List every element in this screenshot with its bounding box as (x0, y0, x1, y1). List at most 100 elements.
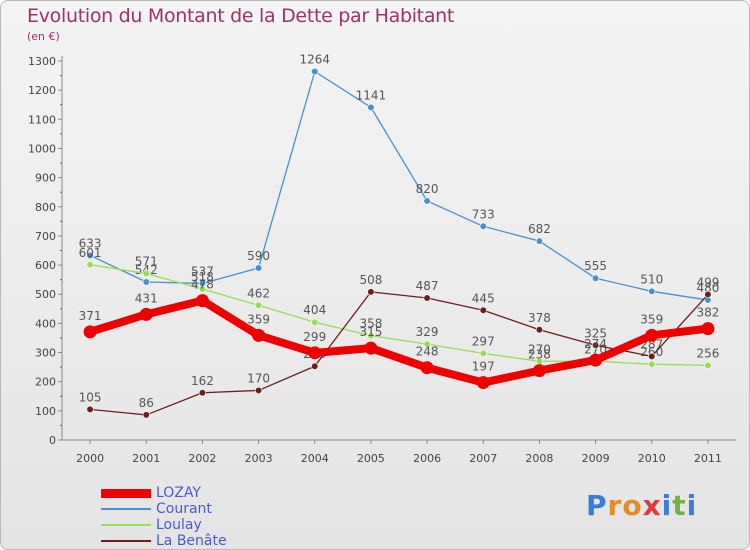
data-point (704, 290, 712, 299)
data-label: 238 (528, 348, 551, 362)
legend-label: Courant (156, 501, 212, 517)
data-point (142, 278, 150, 286)
proxiti-logo: Proxiti (586, 489, 697, 522)
data-label: 1141 (356, 88, 387, 102)
data-label: 359 (247, 312, 270, 326)
x-tick-label: 2004 (301, 452, 329, 465)
data-label: 601 (79, 246, 102, 260)
data-point (139, 307, 153, 321)
logo-letter: P (586, 489, 608, 522)
data-label: 270 (528, 342, 551, 356)
data-point (254, 301, 263, 309)
data-point (535, 237, 544, 245)
data-point (254, 386, 263, 395)
data-point (367, 288, 375, 296)
x-tick-label: 2006 (413, 452, 441, 465)
data-label: 297 (472, 334, 495, 348)
legend-swatch (101, 508, 151, 510)
data-label: 555 (584, 259, 607, 273)
data-label: 633 (79, 236, 102, 250)
data-point (308, 346, 322, 360)
data-point (311, 67, 319, 76)
data-point (589, 353, 603, 367)
data-label: 445 (472, 291, 495, 305)
legend-swatch (101, 540, 151, 542)
x-tick-label: 2003 (245, 452, 273, 465)
y-tick-label: 1300 (28, 55, 56, 68)
y-tick-label: 100 (35, 405, 56, 418)
data-point (479, 306, 487, 314)
x-tick-label: 2009 (582, 452, 610, 465)
data-label: 197 (472, 360, 495, 374)
data-label: 508 (359, 273, 382, 287)
data-point (86, 261, 94, 269)
legend-swatch (101, 488, 151, 498)
data-label: 256 (696, 346, 719, 360)
series-line (86, 296, 712, 387)
legend-label: LOZAY (156, 485, 201, 501)
y-tick-label: 400 (35, 317, 56, 330)
y-tick-label: 1100 (28, 113, 56, 126)
x-tick-label: 2008 (525, 452, 553, 465)
y-tick-label: 500 (35, 288, 56, 301)
data-label: 371 (79, 309, 102, 323)
data-label: 86 (139, 396, 154, 410)
data-point (86, 251, 94, 260)
y-tick-label: 1200 (28, 84, 56, 97)
data-label: 325 (584, 326, 607, 340)
x-tick-label: 2011 (694, 452, 722, 465)
logo-letter: r (607, 489, 623, 522)
data-point (83, 325, 97, 339)
data-point (198, 285, 207, 293)
data-label: 499 (696, 276, 719, 290)
data-point (591, 274, 600, 282)
data-point (648, 360, 656, 368)
legend-label: La Benâte (156, 533, 227, 549)
y-tick-label: 600 (35, 259, 56, 272)
data-label: 820 (416, 182, 439, 196)
data-label: 1264 (299, 52, 330, 66)
data-label: 480 (696, 281, 719, 295)
data-label: 733 (472, 207, 495, 221)
data-label: 537 (191, 264, 214, 278)
logo-letter: x (642, 489, 662, 522)
data-label: 478 (191, 278, 214, 292)
data-label: 315 (359, 325, 382, 339)
data-label: 571 (135, 255, 158, 269)
data-label: 518 (191, 270, 214, 284)
data-label: 378 (528, 311, 551, 325)
data-label: 359 (640, 312, 663, 326)
chart-title: Evolution du Montant de la Dette par Hab… (27, 5, 455, 27)
chart-unit: (en €) (27, 30, 60, 43)
data-point (254, 264, 263, 272)
data-point (648, 287, 656, 295)
y-tick-label: 800 (35, 201, 56, 214)
data-label: 682 (528, 222, 551, 236)
series-line (89, 70, 709, 301)
series-line (89, 264, 709, 367)
data-point (142, 269, 150, 278)
data-point (479, 349, 487, 358)
data-point (195, 294, 209, 308)
data-label: 248 (416, 345, 439, 359)
data-point (423, 340, 431, 348)
data-point (142, 411, 150, 419)
logo-letter: i (661, 489, 673, 522)
data-label: 462 (247, 286, 270, 300)
data-label: 431 (135, 291, 158, 305)
data-label: 487 (416, 279, 439, 293)
data-label: 299 (303, 330, 326, 344)
x-tick-label: 2005 (357, 452, 385, 465)
data-point (701, 322, 715, 336)
data-point (86, 405, 94, 413)
data-point (645, 328, 659, 342)
x-tick-label: 2001 (132, 452, 160, 465)
x-tick-label: 2010 (638, 452, 666, 465)
legend-swatch (101, 524, 151, 526)
data-point (535, 326, 544, 334)
data-label: 404 (303, 303, 326, 317)
data-label: 105 (79, 390, 102, 404)
data-point (648, 352, 656, 360)
y-tick-label: 1000 (28, 142, 56, 155)
